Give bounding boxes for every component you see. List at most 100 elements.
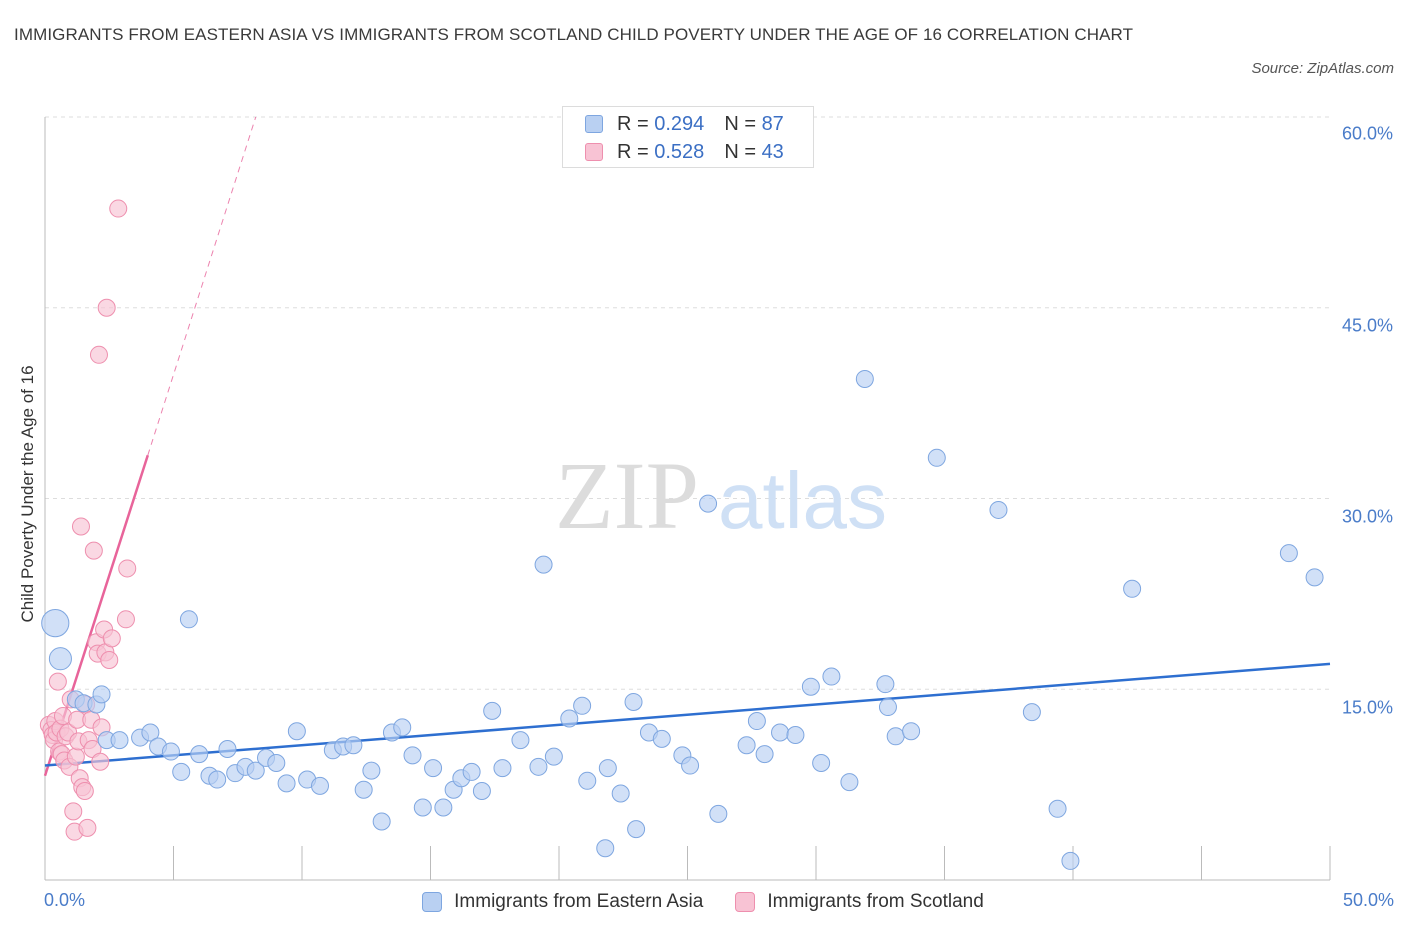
data-point-eastern-asia: [624, 692, 643, 711]
data-point-eastern-asia: [611, 784, 630, 803]
data-point-eastern-asia: [855, 369, 874, 388]
y-tick-label-60: 60.0%: [1341, 123, 1393, 144]
data-point-eastern-asia: [41, 609, 70, 638]
data-point-eastern-asia: [172, 762, 191, 781]
watermark: ZIP atlas: [555, 442, 887, 549]
watermark-atlas: atlas: [718, 456, 887, 545]
data-point-scotland: [78, 818, 97, 837]
data-point-eastern-asia: [747, 712, 766, 731]
data-point-eastern-asia: [434, 798, 453, 817]
legend-n-label: N =: [724, 112, 762, 135]
data-point-eastern-asia: [578, 771, 597, 790]
data-point-eastern-asia: [424, 759, 443, 778]
data-point-scotland: [97, 298, 116, 317]
data-point-scotland: [71, 517, 90, 536]
data-point-eastern-asia: [534, 555, 553, 574]
data-point-eastern-asia: [287, 722, 306, 741]
legend-item-eastern-asia[interactable]: Immigrants from Eastern Asia: [422, 891, 703, 913]
legend-r-label: R =: [617, 140, 655, 163]
data-point-eastern-asia: [878, 698, 897, 717]
legend-row-eastern-asia: R = 0.294 N = 87: [585, 110, 784, 138]
legend-item-label: Immigrants from Scotland: [767, 891, 984, 912]
data-point-eastern-asia: [886, 727, 905, 746]
data-point-eastern-asia: [277, 774, 296, 793]
data-point-eastern-asia: [529, 757, 548, 776]
data-point-eastern-asia: [190, 745, 209, 764]
data-point-eastern-asia: [902, 722, 921, 741]
y-axis-label: Child Poverty Under the Age of 16: [18, 365, 37, 623]
legend-r-label: R =: [617, 112, 655, 135]
legend-n-value: 43: [761, 140, 784, 163]
data-point-scotland: [109, 199, 128, 218]
source-label: Source: ZipAtlas.com: [1251, 60, 1394, 77]
data-point-eastern-asia: [493, 759, 512, 778]
series-eastern-asia-points: [41, 369, 1324, 870]
data-point-eastern-asia: [511, 731, 530, 750]
x-tick-label-max: 50.0%: [1342, 890, 1394, 910]
data-point-eastern-asia: [393, 718, 412, 737]
data-point-scotland: [91, 752, 110, 771]
legend-r-value: 0.294: [654, 112, 705, 135]
data-point-scotland: [75, 781, 94, 800]
legend-swatch-blue: [422, 892, 443, 912]
watermark-zip: ZIP: [555, 442, 699, 549]
data-point-eastern-asia: [699, 494, 718, 513]
legend-r-value: 0.528: [654, 140, 705, 163]
data-point-eastern-asia: [822, 667, 841, 686]
data-point-eastern-asia: [812, 754, 831, 773]
legend-item-label: Immigrants from Eastern Asia: [454, 891, 704, 912]
legend-item-scotland[interactable]: Immigrants from Scotland: [735, 891, 984, 913]
data-point-eastern-asia: [472, 781, 491, 800]
data-point-eastern-asia: [652, 729, 671, 748]
data-point-eastern-asia: [876, 675, 895, 694]
data-point-eastern-asia: [208, 770, 227, 789]
data-point-eastern-asia: [310, 776, 329, 795]
data-point-eastern-asia: [413, 798, 432, 817]
data-point-eastern-asia: [462, 762, 481, 781]
data-point-scotland: [84, 541, 103, 560]
data-point-eastern-asia: [1022, 703, 1041, 722]
data-point-scotland: [100, 651, 119, 670]
legend-swatch-blue: [585, 115, 603, 133]
data-point-eastern-asia: [483, 701, 502, 720]
data-point-eastern-asia: [179, 610, 198, 629]
axes: [44, 117, 1331, 881]
data-point-eastern-asia: [560, 709, 579, 728]
trend-line-eastern-asia: [44, 662, 1331, 767]
legend-n-label: N =: [724, 140, 762, 163]
legend-swatch-pink: [735, 892, 756, 912]
data-point-eastern-asia: [840, 773, 859, 792]
data-point-eastern-asia: [372, 812, 391, 831]
data-point-eastern-asia: [354, 780, 373, 799]
y-tick-label-45: 45.0%: [1341, 315, 1393, 336]
data-point-eastern-asia: [344, 736, 363, 755]
y-tick-label-15: 15.0%: [1341, 697, 1393, 718]
data-point-eastern-asia: [161, 742, 180, 761]
data-point-eastern-asia: [246, 761, 265, 780]
data-point-eastern-asia: [110, 731, 129, 750]
data-point-eastern-asia: [596, 839, 615, 858]
data-point-eastern-asia: [1279, 544, 1298, 563]
data-point-eastern-asia: [681, 756, 700, 775]
data-point-eastern-asia: [218, 740, 237, 759]
data-point-scotland: [102, 629, 121, 648]
data-point-eastern-asia: [598, 759, 617, 778]
data-point-eastern-asia: [573, 696, 592, 715]
data-point-eastern-asia: [1305, 568, 1324, 587]
data-point-eastern-asia: [627, 820, 646, 839]
data-point-eastern-asia: [709, 804, 728, 823]
data-point-eastern-asia: [927, 448, 946, 467]
data-point-scotland: [89, 345, 108, 364]
data-point-eastern-asia: [267, 754, 286, 773]
data-point-scotland: [66, 747, 85, 766]
data-point-scotland: [116, 610, 135, 629]
data-point-eastern-asia: [403, 746, 422, 765]
data-point-eastern-asia: [1061, 851, 1080, 870]
y-tick-label-30: 30.0%: [1341, 506, 1393, 527]
x-tick-label-min: 0.0%: [44, 890, 86, 910]
data-point-eastern-asia: [48, 647, 72, 671]
legend-n-value: 87: [761, 112, 784, 135]
data-point-eastern-asia: [786, 726, 805, 745]
series-legend: Immigrants from Eastern Asia Immigrants …: [0, 888, 1406, 916]
